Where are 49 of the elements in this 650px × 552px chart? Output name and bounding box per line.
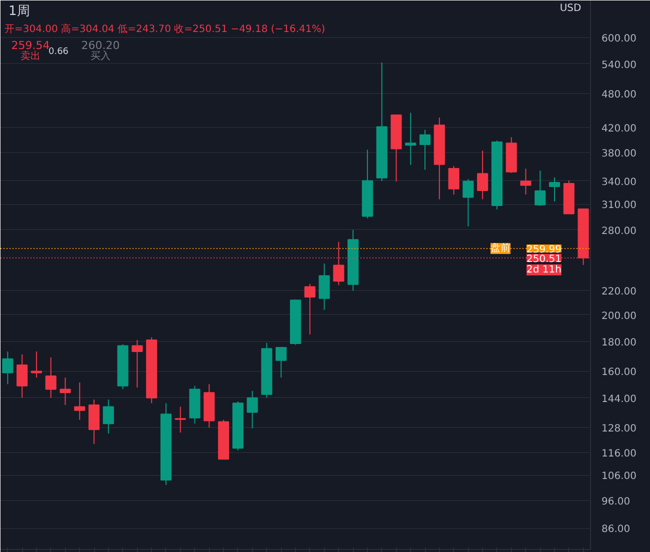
candlestick xyxy=(16,354,28,398)
y-tick-label: 310.00 xyxy=(602,200,636,212)
annotation: USD xyxy=(560,3,582,14)
candlestick xyxy=(405,112,416,166)
candlestick xyxy=(246,390,258,429)
annotation: 2d 11h xyxy=(526,264,562,276)
y-tick-label: 220.00 xyxy=(602,286,636,298)
annotation: 卖出 xyxy=(20,50,40,62)
candlestick xyxy=(132,340,143,388)
y-tick-label: 116.00 xyxy=(602,448,636,460)
candlestick xyxy=(318,263,330,310)
y-tick-label: 96.00 xyxy=(602,496,630,508)
annotation: 0.66 xyxy=(48,47,69,57)
candlestick xyxy=(30,350,42,378)
chart-title: 1周 xyxy=(8,4,30,19)
candlestick xyxy=(2,350,14,385)
candlestick xyxy=(520,168,532,196)
candlestick xyxy=(477,150,488,200)
y-tick-label: 160.00 xyxy=(602,367,636,378)
candlestick xyxy=(448,165,460,196)
y-tick-label: 480.00 xyxy=(602,90,636,101)
y-tick-label: 600.00 xyxy=(602,33,636,44)
candlestick xyxy=(45,356,56,398)
candlestick xyxy=(304,283,316,336)
annotation: 260.20 xyxy=(81,39,120,52)
y-tick-label: 540.00 xyxy=(602,60,636,71)
text: 开=304.00 高=304.04 低=243.70 收=250.51 −49.18 (−16.41%) xyxy=(4,23,326,35)
annotation: 买入 xyxy=(90,50,110,62)
y-tick-label: 144.00 xyxy=(602,394,636,405)
annotation: 259.54 xyxy=(11,39,50,52)
ref-line-label: 盘前 xyxy=(490,242,510,254)
candlestick xyxy=(174,406,186,434)
y-tick-label: 86.00 xyxy=(602,524,630,536)
candlestick xyxy=(276,346,287,378)
candlestick xyxy=(534,170,546,206)
y-tick-label: 106.00 xyxy=(602,471,636,482)
candlestick xyxy=(60,377,71,406)
y-tick-label: 380.00 xyxy=(602,148,636,160)
candlestick xyxy=(74,382,86,420)
y-tick-label: 280.00 xyxy=(602,226,636,237)
candlestick xyxy=(548,176,560,202)
candlestick xyxy=(419,129,431,170)
y-tick-label: 340.00 xyxy=(602,176,636,188)
y-tick-label: 180.00 xyxy=(602,337,636,348)
candlestick xyxy=(462,178,474,227)
y-tick-label: 420.00 xyxy=(602,123,636,134)
candlestick xyxy=(102,399,114,434)
y-tick-label: 200.00 xyxy=(602,310,636,322)
y-tick-label: 128.00 xyxy=(602,424,636,435)
